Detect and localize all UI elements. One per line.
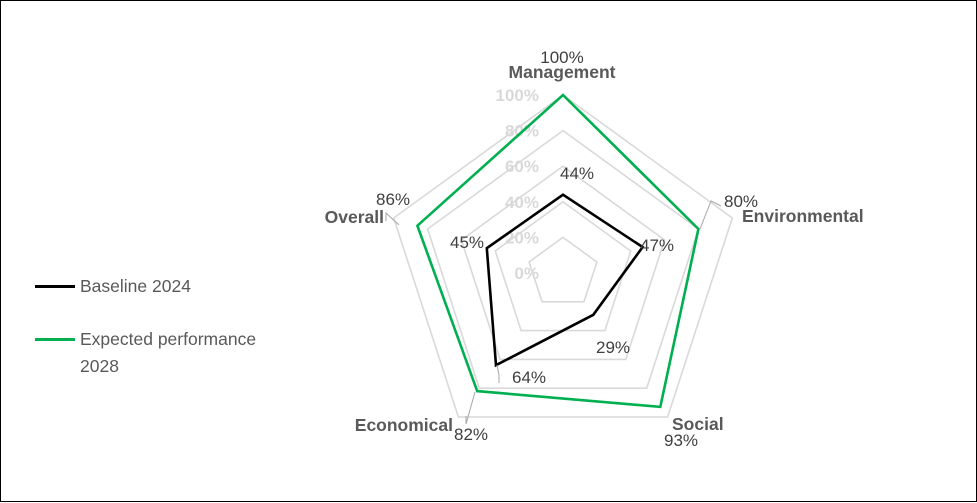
grid-layer: [392, 94, 734, 418]
category-label-environmental: Environmental: [742, 206, 864, 226]
grid-ring-100: [392, 94, 734, 418]
legend-label-expected: Expected performance 2028: [80, 329, 257, 376]
radial-tick-label: 100%: [496, 86, 539, 105]
data-label-expected-overall: 86%: [376, 190, 410, 209]
legend-item-expected[interactable]: Expected performance 2028: [35, 326, 295, 380]
series-line-baseline: [485, 193, 645, 368]
leader-line: [699, 200, 722, 230]
series-layer: [415, 93, 700, 409]
grid-ring-80: [426, 129, 700, 390]
category-label-social: Social: [672, 414, 724, 434]
data-label-expected-management: 100%: [540, 48, 583, 67]
radial-tick-label: 0%: [514, 264, 539, 283]
legend: Baseline 2024 Expected performance 2028: [35, 273, 295, 380]
radial-tick-label: 60%: [505, 157, 539, 176]
category-label-economical: Economical: [355, 415, 453, 435]
legend-label-baseline: Baseline 2024: [80, 276, 191, 296]
label-layer: Management Environmental Social Economical O…: [325, 48, 864, 450]
data-label-baseline-management: 44%: [560, 164, 594, 183]
data-label-baseline-environmental: 47%: [640, 236, 674, 255]
leader-line: [385, 211, 400, 226]
grid-ring-20: [528, 236, 598, 303]
data-label-baseline-economical: 64%: [512, 368, 546, 387]
legend-swatch-expected: [35, 338, 75, 341]
grid-ring-60: [460, 165, 666, 361]
data-label-expected-economical: 82%: [454, 425, 488, 444]
category-label-management: Management: [509, 62, 616, 82]
legend-item-baseline[interactable]: Baseline 2024: [35, 273, 295, 300]
tick-label-layer: 0%20%40%60%80%100%: [496, 86, 539, 283]
data-label-baseline-overall: 45%: [450, 233, 484, 252]
data-label-baseline-social: 29%: [596, 338, 630, 357]
category-label-overall: Overall: [325, 207, 384, 227]
data-label-expected-social: 93%: [664, 431, 698, 450]
leader-line: [465, 391, 476, 425]
series-line-expected: [415, 93, 700, 409]
radial-tick-label: 20%: [505, 228, 539, 247]
leader-line-layer: [385, 200, 722, 425]
data-label-expected-environmental: 80%: [724, 192, 758, 211]
leader-line: [496, 364, 500, 383]
radial-tick-label: 40%: [505, 193, 539, 212]
legend-swatch-baseline: [35, 285, 75, 288]
